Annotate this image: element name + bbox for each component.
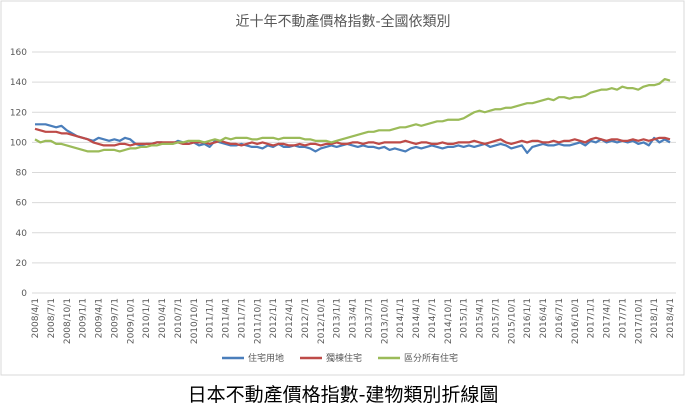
x-tick-label: 2010/10/1	[190, 298, 200, 344]
x-tick-label: 2015/10/1	[507, 298, 517, 344]
x-tick-label: 2016/7/1	[555, 298, 565, 338]
y-tick-label: 140	[10, 78, 27, 88]
x-tick-label: 2010/1/1	[142, 298, 152, 338]
x-tick-label: 2008/4/1	[31, 298, 41, 338]
x-tick-label: 2014/7/1	[428, 298, 438, 338]
x-tick-label: 2011/1/1	[206, 298, 216, 338]
x-tick-label: 2008/7/1	[47, 298, 57, 338]
x-tick-label: 2012/10/1	[317, 298, 327, 344]
series-line	[34, 78, 671, 153]
x-tick-label: 2017/10/1	[634, 298, 644, 344]
x-tick-label: 2009/1/1	[79, 298, 89, 338]
series-line	[34, 127, 671, 147]
x-tick-label: 2012/7/1	[301, 298, 311, 338]
x-tick-label: 2010/4/1	[158, 298, 168, 338]
x-tick-label: 2015/1/1	[460, 298, 470, 338]
x-tick-label: 2013/4/1	[349, 298, 359, 338]
chart-title: 近十年不動產價格指數-全國依類別	[235, 13, 450, 30]
x-tick-label: 2014/4/1	[412, 298, 422, 338]
x-tick-label: 2011/10/1	[253, 298, 263, 344]
x-tick-label: 2009/7/1	[110, 298, 120, 338]
x-tick-label: 2012/4/1	[285, 298, 295, 338]
x-tick-label: 2018/1/1	[650, 298, 660, 338]
legend-label: 區分所有住宅	[404, 352, 458, 364]
x-tick-label: 2010/7/1	[174, 298, 184, 338]
x-tick-label: 2016/4/1	[539, 298, 549, 338]
x-tick-label: 2017/7/1	[618, 298, 628, 338]
x-tick-label: 2015/4/1	[476, 298, 486, 338]
x-tick-label: 2011/7/1	[237, 298, 247, 338]
x-tick-label: 2014/10/1	[444, 298, 454, 344]
x-tick-label: 2012/1/1	[269, 298, 279, 338]
y-tick-label: 160	[10, 48, 27, 58]
y-tick-label: 60	[16, 199, 28, 209]
x-tick-label: 2011/4/1	[222, 298, 232, 338]
y-tick-label: 40	[16, 229, 28, 239]
y-tick-label: 80	[16, 169, 28, 179]
y-tick-label: 120	[10, 108, 27, 118]
legend-label: 獨棟住宅	[326, 352, 362, 364]
legend-label: 住宅用地	[248, 352, 284, 364]
x-tick-label: 2008/10/1	[63, 298, 73, 344]
x-tick-label: 2017/1/1	[587, 298, 597, 338]
chart-frame	[0, 0, 685, 376]
x-tick-label: 2016/1/1	[523, 298, 533, 338]
x-tick-label: 2013/1/1	[333, 298, 343, 338]
x-tick-label: 2014/1/1	[396, 298, 406, 338]
x-tick-label: 2009/4/1	[95, 298, 105, 338]
x-tick-label: 2018/4/1	[666, 298, 676, 338]
y-tick-label: 0	[21, 289, 27, 299]
y-tick-label: 20	[16, 259, 28, 269]
series-line	[35, 123, 671, 155]
x-tick-label: 2013/10/1	[380, 298, 390, 344]
y-tick-label: 100	[10, 138, 27, 148]
x-tick-label: 2009/10/1	[126, 298, 136, 344]
x-tick-label: 2013/7/1	[364, 298, 374, 338]
x-tick-label: 2016/10/1	[571, 298, 581, 344]
x-tick-label: 2015/7/1	[491, 298, 501, 338]
caption: 日本不動產價格指數-建物類別折線圖	[188, 384, 499, 406]
x-tick-label: 2017/4/1	[603, 298, 613, 338]
